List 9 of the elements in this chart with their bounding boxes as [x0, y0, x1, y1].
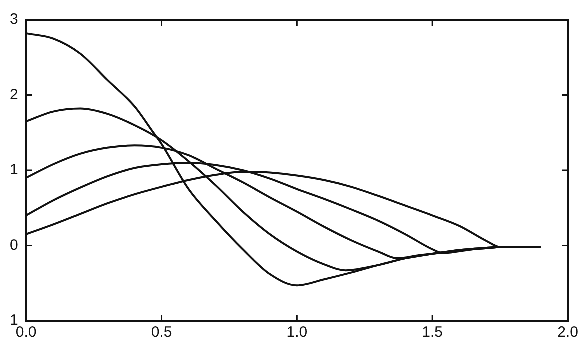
x-tick-label: 1.0 — [286, 324, 308, 342]
x-tick-label: 1.5 — [422, 324, 444, 342]
y-tick-label: 2 — [10, 86, 18, 104]
y-tick-label: 0 — [10, 236, 18, 254]
x-tick-label: 0.5 — [151, 324, 172, 342]
x-tick-label: 2.0 — [558, 324, 578, 342]
y-tick-label: 3 — [10, 11, 18, 28]
x-tick-label: 0.0 — [16, 324, 37, 342]
y-tick-label: 1 — [10, 162, 18, 179]
